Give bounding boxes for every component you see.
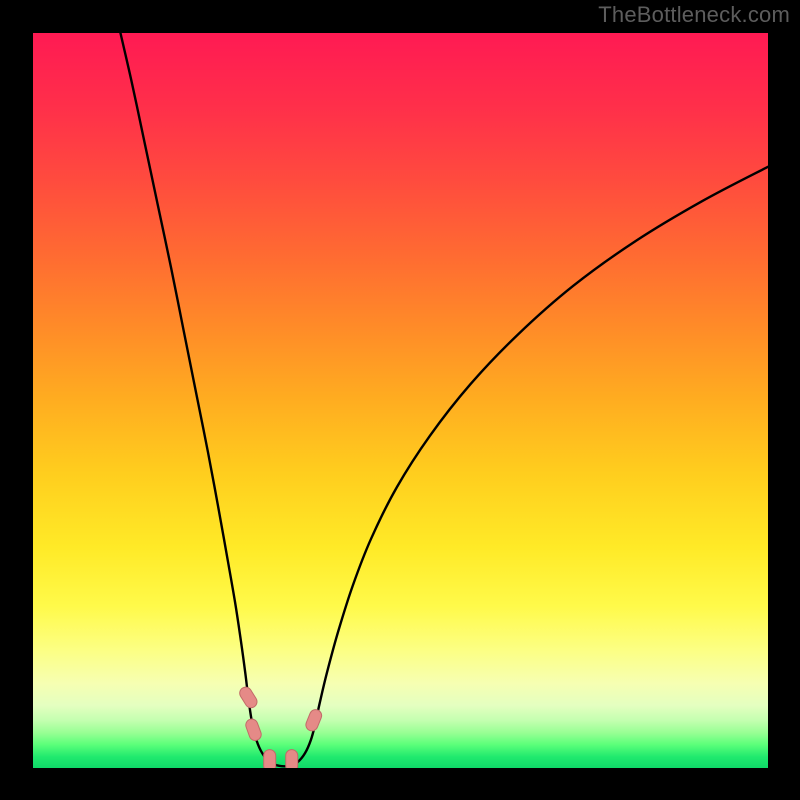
dip-marker — [264, 750, 276, 768]
chart-stage: TheBottleneck.com — [0, 0, 800, 800]
watermark-text: TheBottleneck.com — [598, 2, 790, 28]
plot-svg — [33, 33, 768, 768]
dip-marker — [286, 750, 298, 768]
plot-area — [33, 33, 768, 768]
gradient-background — [33, 33, 768, 768]
